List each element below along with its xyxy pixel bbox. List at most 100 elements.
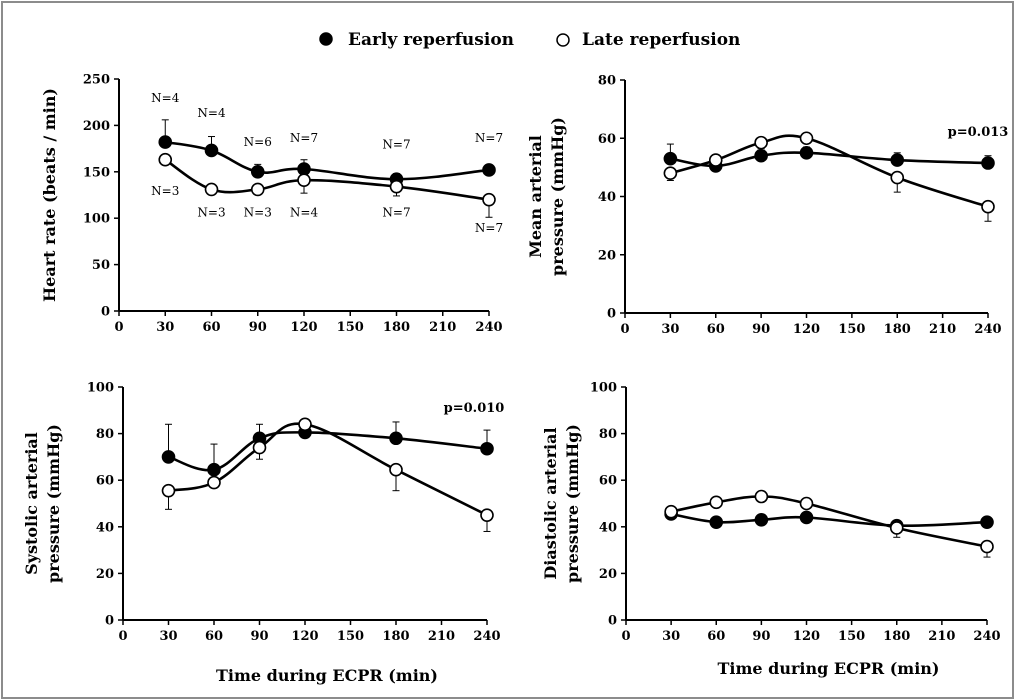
data-point xyxy=(754,489,769,504)
legend-early-marker xyxy=(319,32,333,46)
n-label: N=7 xyxy=(290,131,318,145)
x-tick-label: 120 xyxy=(290,320,317,335)
y-tick-label: 0 xyxy=(607,307,616,322)
y-axis-label-line: pressure (mmHg) xyxy=(548,117,567,276)
x-tick-label: 240 xyxy=(973,629,1000,644)
y-tick-label: 200 xyxy=(83,119,110,134)
n-label: N=7 xyxy=(382,205,410,219)
data-point xyxy=(389,431,403,446)
x-tick-label: 120 xyxy=(291,629,318,644)
data-point xyxy=(161,450,176,464)
series-late xyxy=(666,134,992,222)
x-tick-label: 180 xyxy=(883,629,910,644)
series-early xyxy=(165,420,491,472)
y-axis-label-line: Mean arterial xyxy=(526,135,545,258)
markers-late xyxy=(161,417,494,522)
n-label: N=4 xyxy=(290,205,319,219)
x-tick-label: 0 xyxy=(621,629,630,644)
data-point xyxy=(158,135,173,149)
data-point xyxy=(799,146,814,160)
chart-panel-bottom-right: 0 20 40 60 80 100 0 30 60 90 120 150 180 210 240 Diasto… xyxy=(541,381,1001,679)
y-axis-label-line: pressure (mmHg) xyxy=(44,424,63,583)
data-point xyxy=(890,170,905,185)
n-label: N=4 xyxy=(197,106,226,120)
data-point xyxy=(799,510,814,525)
data-point xyxy=(980,515,994,529)
x-tick-label: 60 xyxy=(707,322,725,337)
data-point xyxy=(250,165,265,179)
data-point xyxy=(252,440,267,455)
y-axis-label: Diastolic arterial pressure (mmHg) xyxy=(541,424,582,583)
x-tick-label: 0 xyxy=(620,322,629,337)
data-point xyxy=(754,135,768,150)
x-tick-label: 60 xyxy=(202,320,220,335)
data-point xyxy=(297,173,311,187)
data-point xyxy=(158,152,173,167)
data-point xyxy=(981,199,995,214)
x-tick-label: 60 xyxy=(205,629,223,644)
legend-early-label: Early reperfusion xyxy=(348,30,514,50)
x-tick-label: 150 xyxy=(838,629,865,644)
y-tick-label: 20 xyxy=(96,567,114,582)
x-tick-label: 90 xyxy=(752,629,770,644)
legend-late-label: Late reperfusion xyxy=(582,30,740,50)
n-label: N=6 xyxy=(244,135,272,149)
data-point xyxy=(482,163,496,177)
n-label: N=3 xyxy=(197,205,225,219)
y-tick-label: 20 xyxy=(599,567,617,582)
data-point xyxy=(480,441,494,456)
x-tick-label: 210 xyxy=(928,629,955,644)
data-point xyxy=(207,462,221,477)
legend: Early reperfusion Late reperfusion xyxy=(319,30,740,50)
data-point xyxy=(799,496,814,511)
n-label: N=4 xyxy=(151,91,180,105)
y-tick-label: 100 xyxy=(87,381,114,396)
figure-canvas: Early reperfusion Late reperfusion 0 50 10… xyxy=(22,30,1008,686)
data-point xyxy=(754,513,769,527)
y-tick-label: 0 xyxy=(608,614,617,629)
data-point xyxy=(250,182,265,197)
x-tick-label: 0 xyxy=(118,629,127,644)
x-tick-label: 90 xyxy=(752,322,770,337)
x-tick-label: 210 xyxy=(429,320,456,335)
x-tick-label: 150 xyxy=(337,320,364,335)
data-point xyxy=(389,462,403,477)
y-tick-label: 250 xyxy=(83,73,110,88)
y-axis-label-line: Diastolic arterial xyxy=(541,427,560,579)
legend-late-marker xyxy=(556,33,570,47)
x-tick-label: 90 xyxy=(249,320,267,335)
data-point xyxy=(389,179,404,194)
y-tick-label: 40 xyxy=(599,520,617,535)
y-tick-label: 100 xyxy=(590,381,617,396)
y-axis-label: Heart rate (beats / min) xyxy=(40,88,59,302)
y-tick-label: 80 xyxy=(599,427,617,442)
x-tick-label: 150 xyxy=(337,629,364,644)
y-axis-label: Mean arterial pressure (mmHg) xyxy=(526,117,567,276)
n-label: N=3 xyxy=(151,184,179,198)
x-axis-label: Time during ECPR (min) xyxy=(718,659,940,678)
markers-early xyxy=(161,425,494,477)
data-point xyxy=(204,182,219,197)
data-point xyxy=(980,539,994,554)
data-point xyxy=(297,162,311,176)
data-point xyxy=(482,192,496,207)
y-tick-label: 60 xyxy=(599,474,617,489)
x-tick-label: 240 xyxy=(974,322,1001,337)
x-tick-label: 240 xyxy=(475,320,502,335)
data-point xyxy=(298,417,312,432)
x-tick-label: 180 xyxy=(383,320,410,335)
x-tick-label: 240 xyxy=(473,629,500,644)
x-tick-label: 210 xyxy=(428,629,455,644)
y-axis-label: Systolic arterial pressure (mmHg) xyxy=(22,424,63,583)
data-point xyxy=(708,153,723,167)
n-label: N=7 xyxy=(475,131,503,145)
data-point xyxy=(709,495,724,510)
data-point xyxy=(663,166,678,180)
chart-panel-top-left: 0 50 100 150 200 250 0 30 60 90 120 150 180 210 240 Hea… xyxy=(40,73,503,336)
x-tick-label: 0 xyxy=(114,320,123,335)
data-point xyxy=(889,521,904,535)
x-axis-label: Time during ECPR (min) xyxy=(216,666,438,685)
y-tick-label: 100 xyxy=(83,212,110,227)
data-point xyxy=(480,508,494,522)
